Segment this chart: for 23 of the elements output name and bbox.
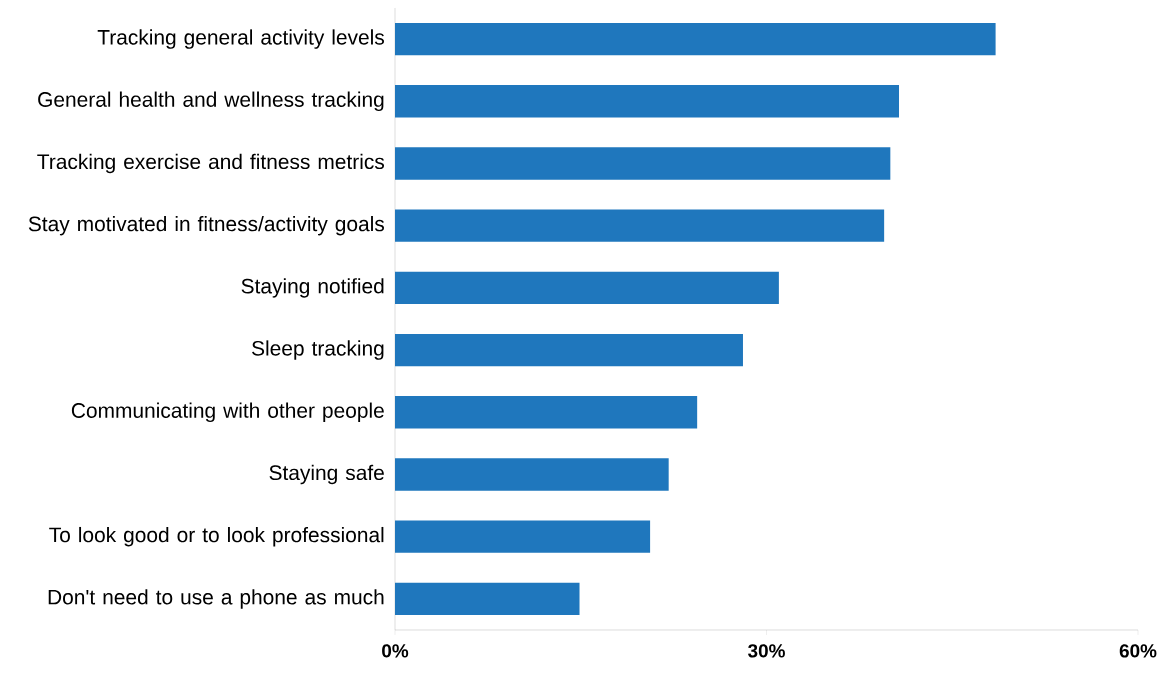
y-tick-label: Tracking general activity levels xyxy=(97,29,384,49)
bar xyxy=(395,147,891,180)
y-tick-label: Tracking exercise and fitness metrics xyxy=(37,153,385,174)
x-tick-label: 30% xyxy=(748,644,785,658)
y-tick-label: Communicating with other people xyxy=(71,402,384,423)
y-tick-label: General health and wellness tracking xyxy=(38,91,384,112)
bar xyxy=(395,333,743,367)
bar xyxy=(395,85,900,118)
x-tick-label: 0% xyxy=(382,644,409,658)
bar xyxy=(395,396,698,429)
y-tick-label: Stay motivated in fitness/activity goals xyxy=(28,215,385,236)
bar xyxy=(395,22,996,56)
bar xyxy=(395,458,669,491)
y-tick-label: Sleep tracking xyxy=(252,340,384,360)
y-tick-label: To look good or to look professional xyxy=(49,526,384,547)
y-tick-label: Staying notified xyxy=(241,278,384,298)
bar xyxy=(395,582,580,616)
x-tick-label: 60% xyxy=(1119,644,1157,658)
bar xyxy=(395,520,651,553)
bar xyxy=(395,209,885,242)
y-tick-label: Staying safe xyxy=(269,464,384,485)
y-tick-label: Don't need to use a phone as much xyxy=(48,589,384,609)
bar xyxy=(395,271,779,305)
